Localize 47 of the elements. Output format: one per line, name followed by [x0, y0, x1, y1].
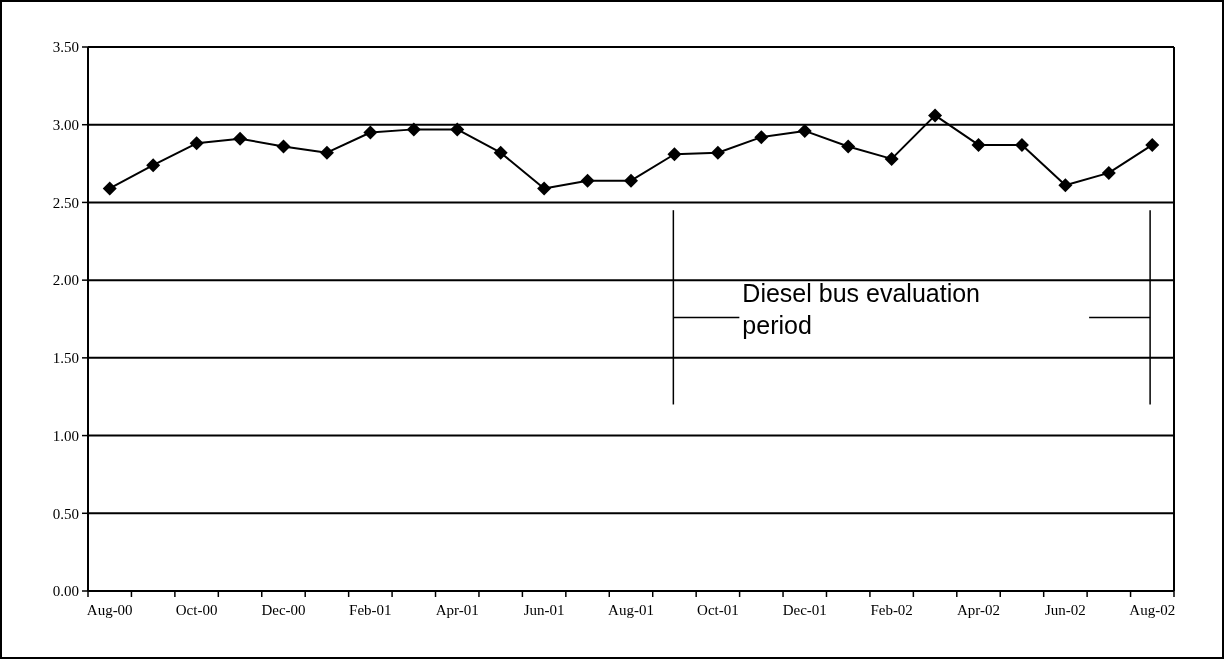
- y-tick-label: 2.00: [52, 272, 79, 289]
- point: [1101, 165, 1116, 180]
- point: [1014, 137, 1029, 152]
- x-tick-label: Jun-01: [523, 602, 565, 618]
- y-tick-label: 3.50: [52, 39, 79, 56]
- y-tick-label: 3.00: [52, 116, 79, 133]
- point: [797, 123, 812, 138]
- x-tick-label: Dec-01: [782, 602, 827, 618]
- point: [493, 145, 508, 160]
- point: [450, 122, 465, 137]
- x-tick-label: Feb-02: [870, 602, 913, 618]
- point: [667, 147, 682, 162]
- x-tick-label: Feb-01: [349, 602, 392, 618]
- point: [146, 158, 161, 173]
- point: [189, 136, 204, 151]
- point: [710, 145, 725, 160]
- x-tick-label: Apr-02: [957, 602, 1001, 618]
- x-tick-label: Aug-00: [86, 602, 133, 618]
- x-tick-label: Oct-01: [697, 602, 739, 618]
- point: [276, 139, 291, 154]
- point: [102, 181, 117, 196]
- point: [1145, 137, 1160, 152]
- y-tick-label: 2.50: [52, 194, 79, 211]
- x-tick-label: Oct-00: [175, 602, 218, 618]
- point: [928, 108, 943, 123]
- point: [537, 181, 552, 196]
- y-tick-label: 1.00: [52, 427, 79, 444]
- point: [754, 130, 769, 145]
- point: [233, 131, 248, 146]
- x-tick-label: Jun-02: [1044, 602, 1086, 618]
- x-tick-label: Apr-01: [435, 602, 479, 618]
- point: [1058, 178, 1073, 193]
- x-tick-label: Dec-00: [261, 602, 306, 618]
- x-tick-label: Aug-02: [1129, 602, 1176, 618]
- y-tick-label: 0.50: [52, 505, 79, 522]
- annotation: Diesel bus evaluation period: [742, 278, 981, 339]
- point: [884, 151, 899, 166]
- point: [319, 145, 334, 160]
- y-tick-label: 0.00: [52, 583, 79, 600]
- x-tick-label: Aug-01: [608, 602, 654, 618]
- y-tick-label: 1.50: [52, 350, 79, 367]
- point: [971, 137, 986, 152]
- point: [580, 173, 595, 188]
- point: [624, 173, 638, 188]
- point: [841, 139, 856, 154]
- point: [363, 125, 378, 140]
- point: [406, 122, 421, 137]
